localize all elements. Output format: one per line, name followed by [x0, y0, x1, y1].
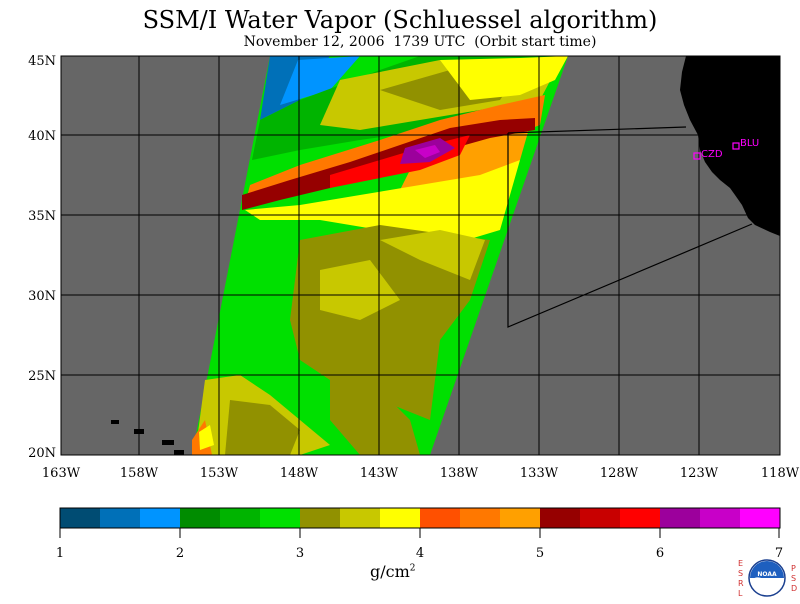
swath-region-lightorange: [400, 125, 530, 200]
logo-letter-e: E: [738, 559, 743, 568]
colorbar-label-7: 7: [775, 546, 783, 561]
logo-letter-s: S: [738, 569, 743, 578]
logo-letter-r: R: [738, 579, 744, 588]
swath-region-lightblue: [280, 56, 360, 105]
lat-label-40n: 40N: [28, 129, 56, 144]
lon-label-133w: 133W: [520, 466, 559, 481]
flight-track: [507, 126, 753, 328]
lon-label-153w: 153W: [200, 466, 239, 481]
lat-label-25n: 25N: [28, 369, 56, 384]
colorbar-cell: [140, 508, 181, 528]
swath-region-olive-southwest: [225, 400, 300, 455]
colorbar-cell: [260, 508, 301, 528]
swath-region-yellowband: [440, 56, 568, 100]
lat-label-35n: 35N: [28, 209, 56, 224]
logo-letter-s2: S: [791, 574, 796, 583]
colorbar-label-2: 2: [176, 546, 184, 561]
svg-text:NOAA: NOAA: [757, 571, 777, 578]
hawaii-island-kauai: [111, 420, 119, 424]
logo-letter-d: D: [791, 584, 797, 593]
colorbar-ticks: [59, 528, 780, 538]
lat-label-30n: 30N: [28, 289, 56, 304]
hawaii-island-big: [174, 450, 184, 455]
colorbar-cell: [60, 508, 101, 528]
colorbar-cell: [380, 508, 421, 528]
colorbar-cell: [580, 508, 621, 528]
noaa-esrl-psd-logo: E S R L P S D NOAA: [734, 554, 800, 600]
swath-region-magenta: [415, 145, 440, 158]
colorbar-cell: [700, 508, 741, 528]
lon-label-138w: 138W: [440, 466, 479, 481]
lon-axis: 163W 158W 153W 148W 143W 138W 133W 128W …: [42, 466, 800, 481]
logo-letter-l: L: [738, 589, 743, 598]
swath-region-yellow-south: [245, 160, 520, 245]
swath-region-olive-south: [330, 370, 420, 455]
map-subtitle: November 12, 2006 1739 UTC (Orbit start …: [243, 34, 597, 50]
colorbar-label-4: 4: [416, 546, 424, 561]
station-czd-marker: [693, 152, 701, 160]
lon-label-148w: 148W: [280, 466, 319, 481]
colorbar-labels: 1 2 3 4 5 6 7: [56, 546, 783, 561]
station-czd-label: CZD: [701, 149, 723, 160]
colorbar-unit-label: g/cm2: [370, 562, 416, 581]
map-grid: [61, 56, 780, 455]
colorbar-cell: [220, 508, 261, 528]
colorbar-cell: [420, 508, 461, 528]
lat-label-20n: 20N: [28, 446, 56, 461]
swath-region-yellow-sw-corner: [199, 425, 214, 450]
colorbar-cell: [340, 508, 381, 528]
north-america-land: [680, 56, 780, 236]
colorbar-label-5: 5: [536, 546, 544, 561]
map-title: SSM/I Water Vapor (Schluessel algorithm): [142, 6, 658, 34]
colorbar-label-3: 3: [296, 546, 304, 561]
lon-label-118w: 118W: [761, 466, 800, 481]
colorbar-cell: [620, 508, 661, 528]
hawaii-island-maui: [162, 440, 174, 445]
colorbar-cell: [300, 508, 341, 528]
swath-region-yellowish-2: [320, 260, 400, 320]
lon-label-163w: 163W: [42, 466, 81, 481]
lat-label-45n: 45N: [28, 54, 56, 69]
lon-label-158w: 158W: [120, 466, 159, 481]
station-markers: CZD BLU: [693, 138, 759, 160]
colorbar-cell: [540, 508, 581, 528]
lon-label-123w: 123W: [680, 466, 719, 481]
colorbar-cell: [100, 508, 141, 528]
station-blu-label: BLU: [740, 138, 759, 149]
colorbar-cell: [740, 508, 781, 528]
logo-letter-p: P: [791, 564, 796, 573]
lon-label-143w: 143W: [360, 466, 399, 481]
colorbar-cell: [460, 508, 501, 528]
colorbar-cell: [500, 508, 541, 528]
colorbar-label-1: 1: [56, 546, 64, 561]
lon-label-128w: 128W: [600, 466, 639, 481]
colorbar-label-6: 6: [656, 546, 664, 561]
map-frame: [60, 55, 781, 456]
station-blu-marker: [732, 142, 740, 150]
colorbar-cell: [180, 508, 221, 528]
lat-axis: 45N 40N 35N 30N 25N 20N: [28, 54, 56, 461]
colorbar-cell: [660, 508, 701, 528]
colorbar: [60, 508, 781, 528]
